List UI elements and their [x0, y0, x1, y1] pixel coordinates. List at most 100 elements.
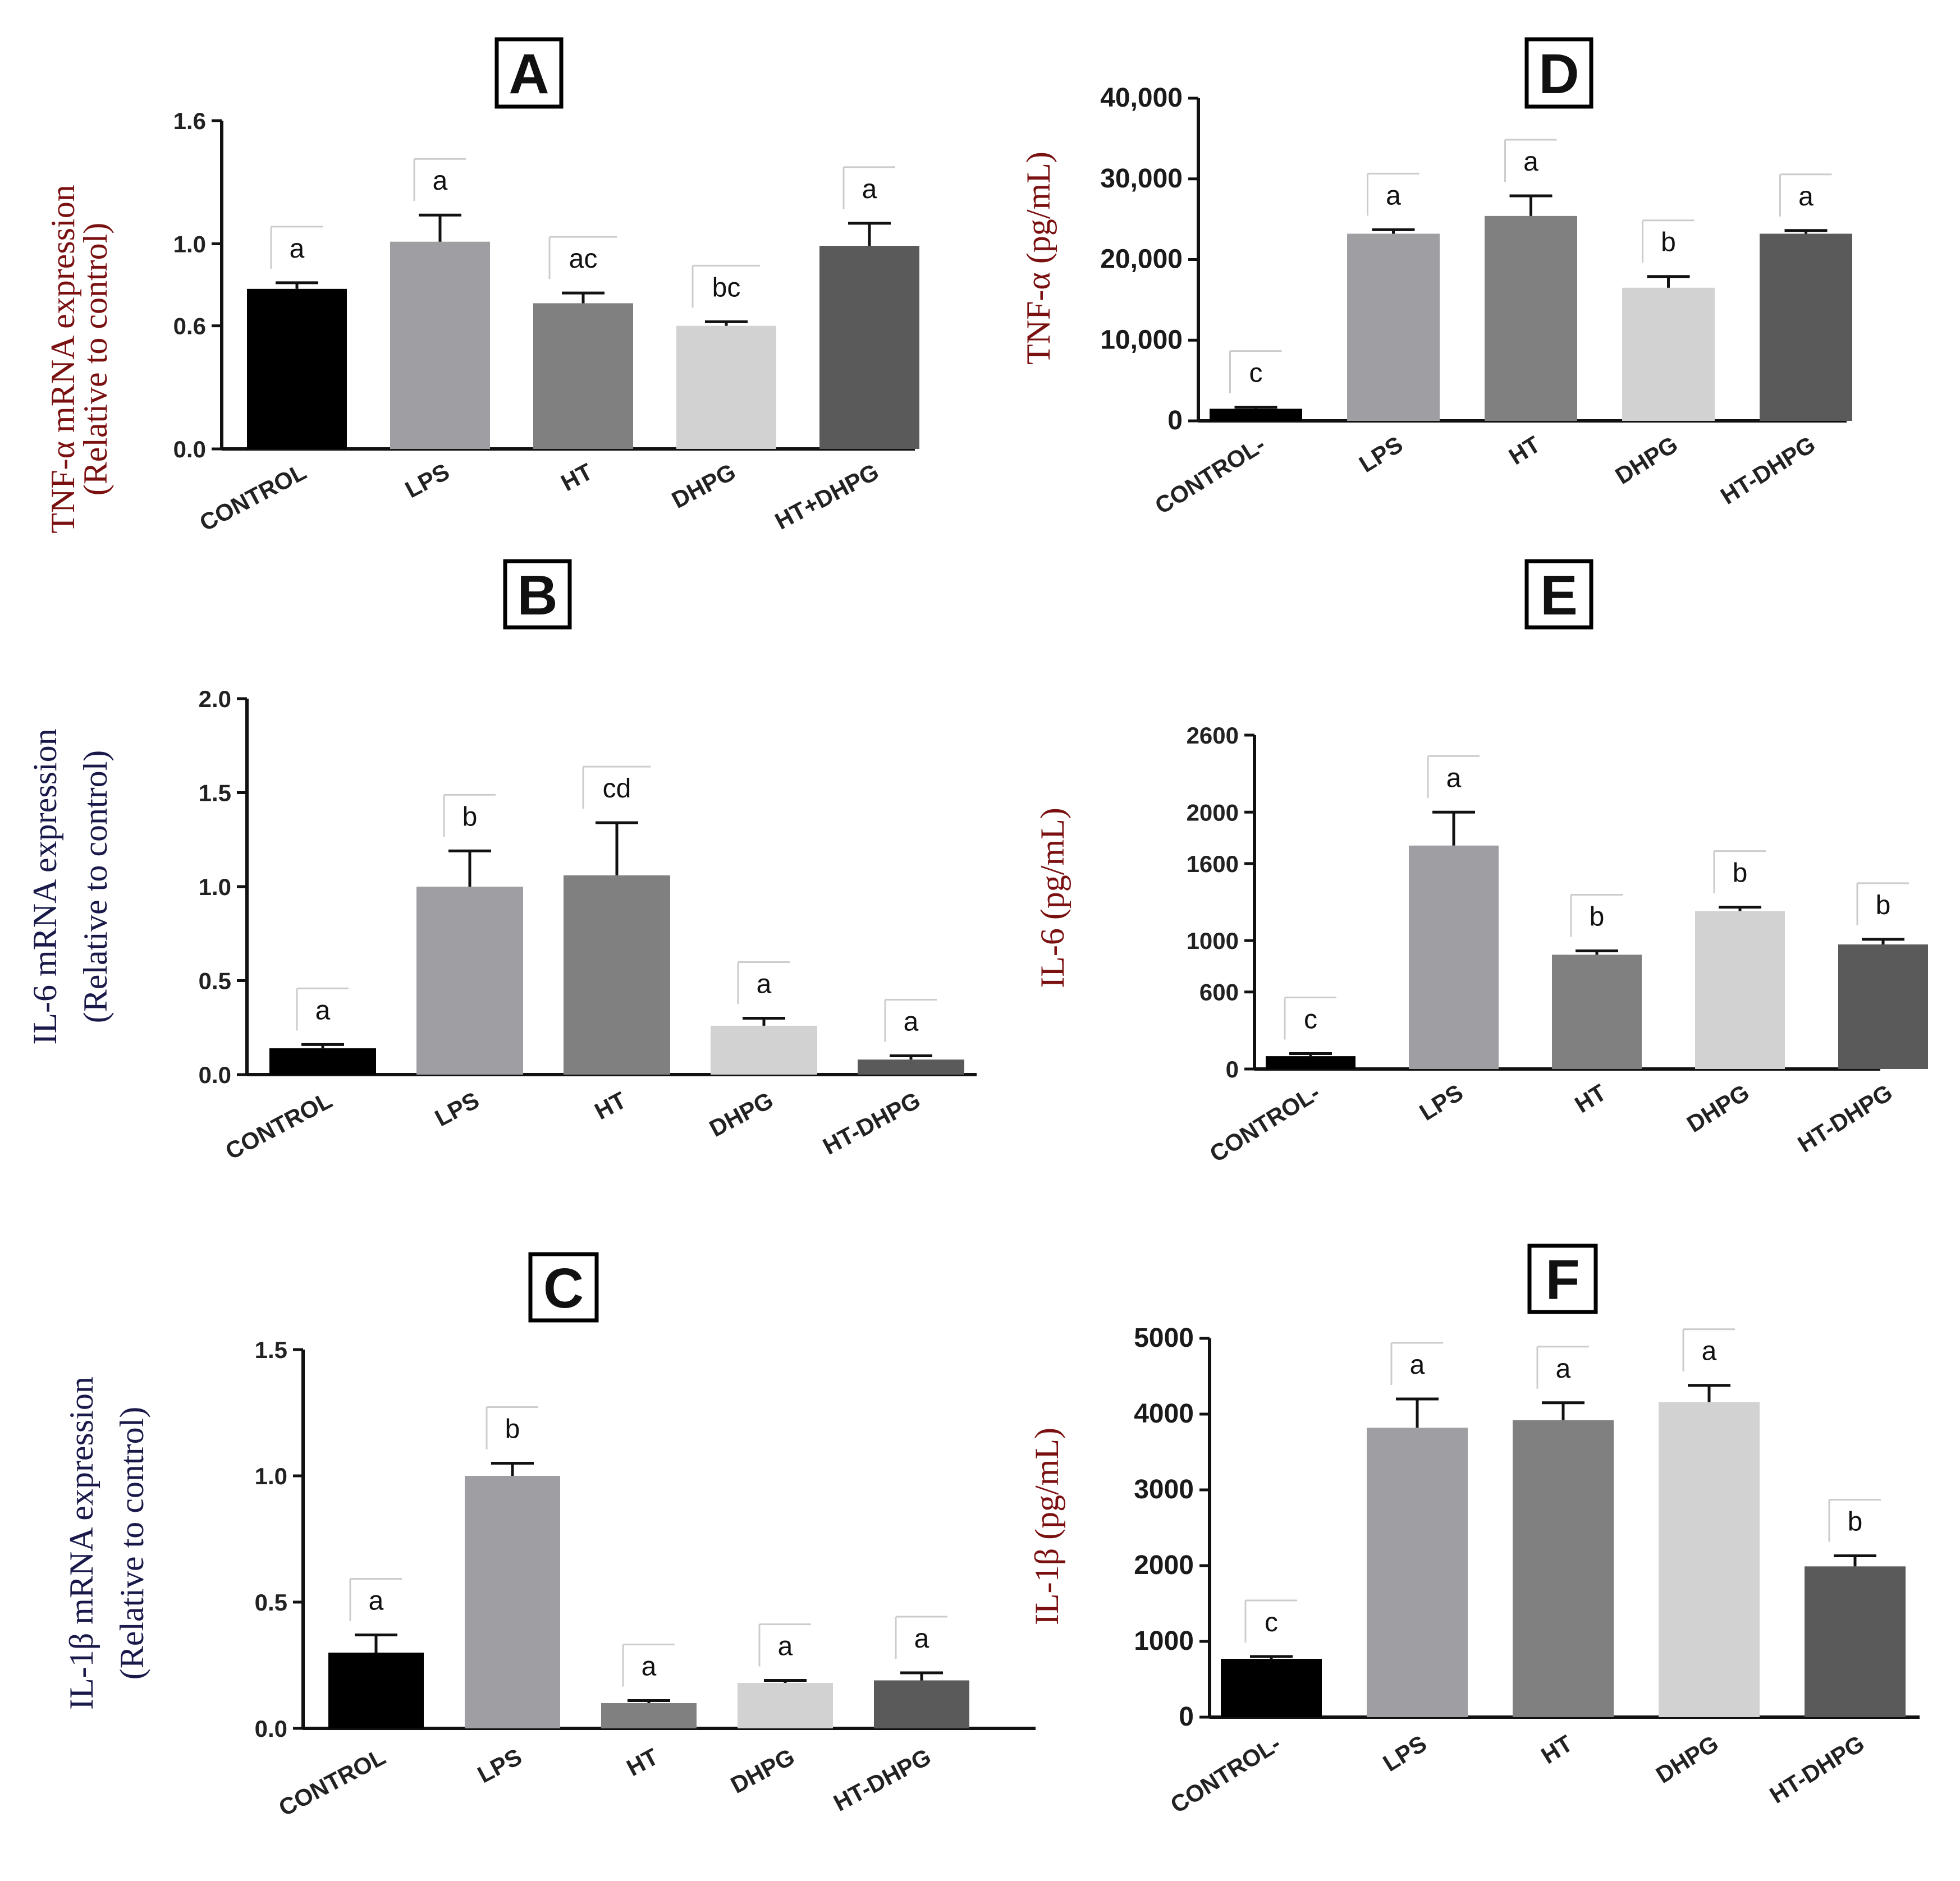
significance-bracket	[349, 1578, 402, 1621]
bar-ht	[1485, 215, 1577, 421]
bar-ht-dhpg	[1805, 1566, 1906, 1717]
category-label: CONTROL-	[1150, 431, 1270, 519]
bar-ht-dhpg	[819, 246, 919, 449]
category-label: HT+DHPG	[771, 458, 883, 534]
category-label: CONTROL	[195, 458, 310, 536]
y-tick-label: 2.0	[199, 686, 231, 712]
significance-bracket	[1504, 139, 1557, 182]
y-tick-label: 1.0	[255, 1463, 287, 1489]
bar-lps	[390, 241, 490, 449]
significance-label: b	[505, 1415, 520, 1444]
y-tick-label: 0	[1167, 406, 1183, 435]
panel-label-box	[494, 37, 564, 109]
category-label: LPS	[1354, 431, 1407, 478]
significance-label: a	[1556, 1354, 1571, 1384]
panel-label: C	[543, 1257, 584, 1320]
significance-bracket	[1779, 173, 1832, 217]
bar-control	[247, 288, 347, 449]
significance-label: a	[290, 234, 305, 264]
y-axis-label: (Relative to control)	[77, 223, 114, 496]
bar-dhpg	[711, 1025, 817, 1075]
bar-ht-dhpg	[1760, 233, 1852, 421]
significance-bracket	[270, 226, 323, 269]
significance-bracket	[1828, 1498, 1881, 1542]
category-label: HT-DHPG	[829, 1743, 935, 1816]
significance-bracket	[548, 236, 617, 279]
significance-bracket	[895, 1616, 947, 1659]
bar-lps	[1409, 845, 1499, 1069]
panel-label: E	[1540, 564, 1578, 627]
bar-dhpg	[676, 325, 776, 449]
significance-label: a	[1446, 763, 1462, 793]
y-tick-label: 1600	[1187, 851, 1239, 877]
y-tick-label: 5000	[1134, 1323, 1194, 1353]
significance-label: b	[1848, 1507, 1863, 1536]
category-label: LPS	[1415, 1079, 1468, 1126]
bar-lps	[416, 887, 523, 1075]
category-label: LPS	[401, 458, 454, 503]
bar-control-	[1221, 1659, 1322, 1717]
significance-label: cd	[603, 774, 631, 804]
category-label: CONTROL	[274, 1743, 390, 1821]
significance-bracket	[1856, 882, 1909, 925]
y-tick-label: 40,000	[1100, 83, 1183, 113]
bar-ht-dhpg	[858, 1059, 964, 1075]
bar-ht	[1513, 1420, 1614, 1717]
significance-bracket	[486, 1406, 538, 1449]
significance-label: a	[862, 175, 877, 204]
panel-label: D	[1538, 43, 1579, 105]
category-label: HT	[590, 1086, 631, 1125]
category-label: DHPG	[726, 1743, 799, 1798]
category-label: DHPG	[667, 458, 740, 513]
bar-control	[328, 1653, 424, 1728]
significance-label: a	[904, 1007, 919, 1037]
category-label: CONTROL-	[1205, 1079, 1325, 1167]
significance-bracket	[1536, 1346, 1589, 1389]
y-tick-label: 1.5	[199, 780, 231, 806]
y-tick-label: 2000	[1134, 1550, 1194, 1580]
y-axis-label: TNF-α mRNA expression	[44, 185, 81, 533]
category-label: HT-DHPG	[818, 1086, 924, 1159]
category-label: DHPG	[705, 1086, 777, 1141]
bar-ht-dhpg	[1838, 944, 1928, 1069]
significance-label: a	[1798, 182, 1814, 212]
bar-dhpg	[738, 1683, 833, 1728]
category-label: HT	[1536, 1730, 1577, 1769]
bar-lps	[1347, 233, 1440, 421]
significance-label: c	[1249, 359, 1263, 388]
y-tick-label: 0	[1226, 1056, 1239, 1082]
bar-ht	[601, 1703, 697, 1728]
significance-label: b	[1733, 859, 1748, 888]
significance-label: c	[1265, 1608, 1278, 1637]
y-tick-label: 30,000	[1100, 164, 1183, 194]
significance-bracket	[737, 961, 790, 1004]
panel-label: F	[1545, 1249, 1579, 1311]
y-tick-label: 1000	[1187, 928, 1239, 954]
y-tick-label: 3000	[1134, 1475, 1194, 1504]
y-tick-label: 600	[1199, 979, 1239, 1006]
y-axis-label: TNF-α (pg/mL)	[1020, 152, 1057, 365]
y-tick-label: 0	[1179, 1702, 1194, 1732]
category-label: LPS	[473, 1743, 526, 1788]
bar-ht	[533, 303, 633, 449]
y-tick-label: 0.0	[199, 1062, 231, 1088]
bar-dhpg	[1695, 911, 1785, 1069]
significance-bracket	[884, 999, 937, 1042]
panel-label-box	[1524, 37, 1593, 109]
panel-a: A 0.0 0.6 1.0 1.6 TNF-α mRNA expression(Relat…	[44, 37, 919, 536]
category-label: CONTROL	[221, 1086, 336, 1164]
significance-label: a	[1702, 1337, 1717, 1366]
category-label: DHPG	[1651, 1730, 1723, 1788]
significance-bracket	[1229, 350, 1282, 393]
y-tick-label: 1.0	[173, 231, 206, 257]
panel-label-box	[528, 1252, 599, 1323]
significance-label: a	[369, 1586, 384, 1616]
panel-d: D 0 10,000 20,000 30,000 40,000 TNF-α (pg/mL) c…	[1020, 37, 1852, 519]
bar-control	[269, 1048, 376, 1075]
bar-control-	[1266, 1056, 1355, 1069]
significance-bracket	[622, 1644, 675, 1687]
significance-bracket	[1427, 755, 1480, 799]
panel-e: E 0 600 1000 1600 2000 2600 IL-6 (pg/mL) c CONTRO…	[1034, 559, 1928, 1167]
significance-label: b	[1661, 228, 1676, 258]
